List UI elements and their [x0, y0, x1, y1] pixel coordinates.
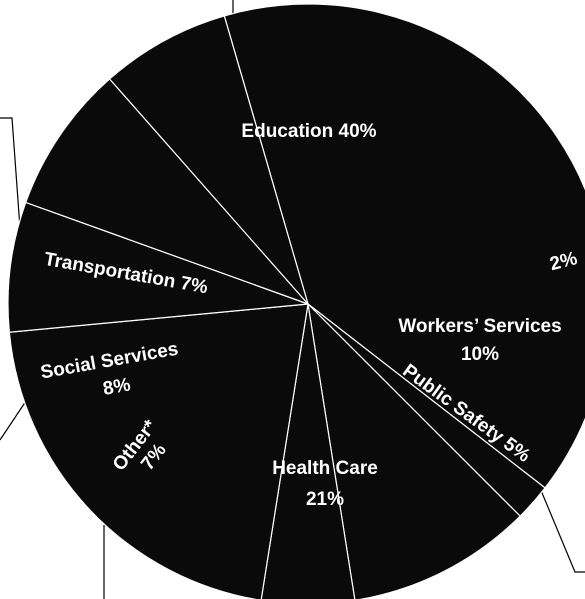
label-workers-services-value: 10% — [461, 344, 499, 365]
label-health-care: Health Care — [272, 458, 378, 479]
label-workers-services: Workers’ Services — [398, 316, 561, 337]
pie-slice-4 — [8, 303, 309, 599]
label-health-care-value: 21% — [306, 489, 344, 510]
pie-slice-3 — [260, 303, 356, 599]
pie-slice-0 — [223, 3, 585, 489]
pie-slice-6 — [24, 78, 309, 305]
pie-slices — [7, 3, 585, 599]
pie-slice-2 — [307, 302, 521, 599]
pie-slice-7 — [108, 15, 309, 305]
leader-line-right-bottom — [539, 487, 585, 573]
label-education: Education 40% — [241, 121, 376, 142]
leader-line-left-top — [0, 117, 21, 229]
pie-slice-5 — [7, 201, 309, 333]
